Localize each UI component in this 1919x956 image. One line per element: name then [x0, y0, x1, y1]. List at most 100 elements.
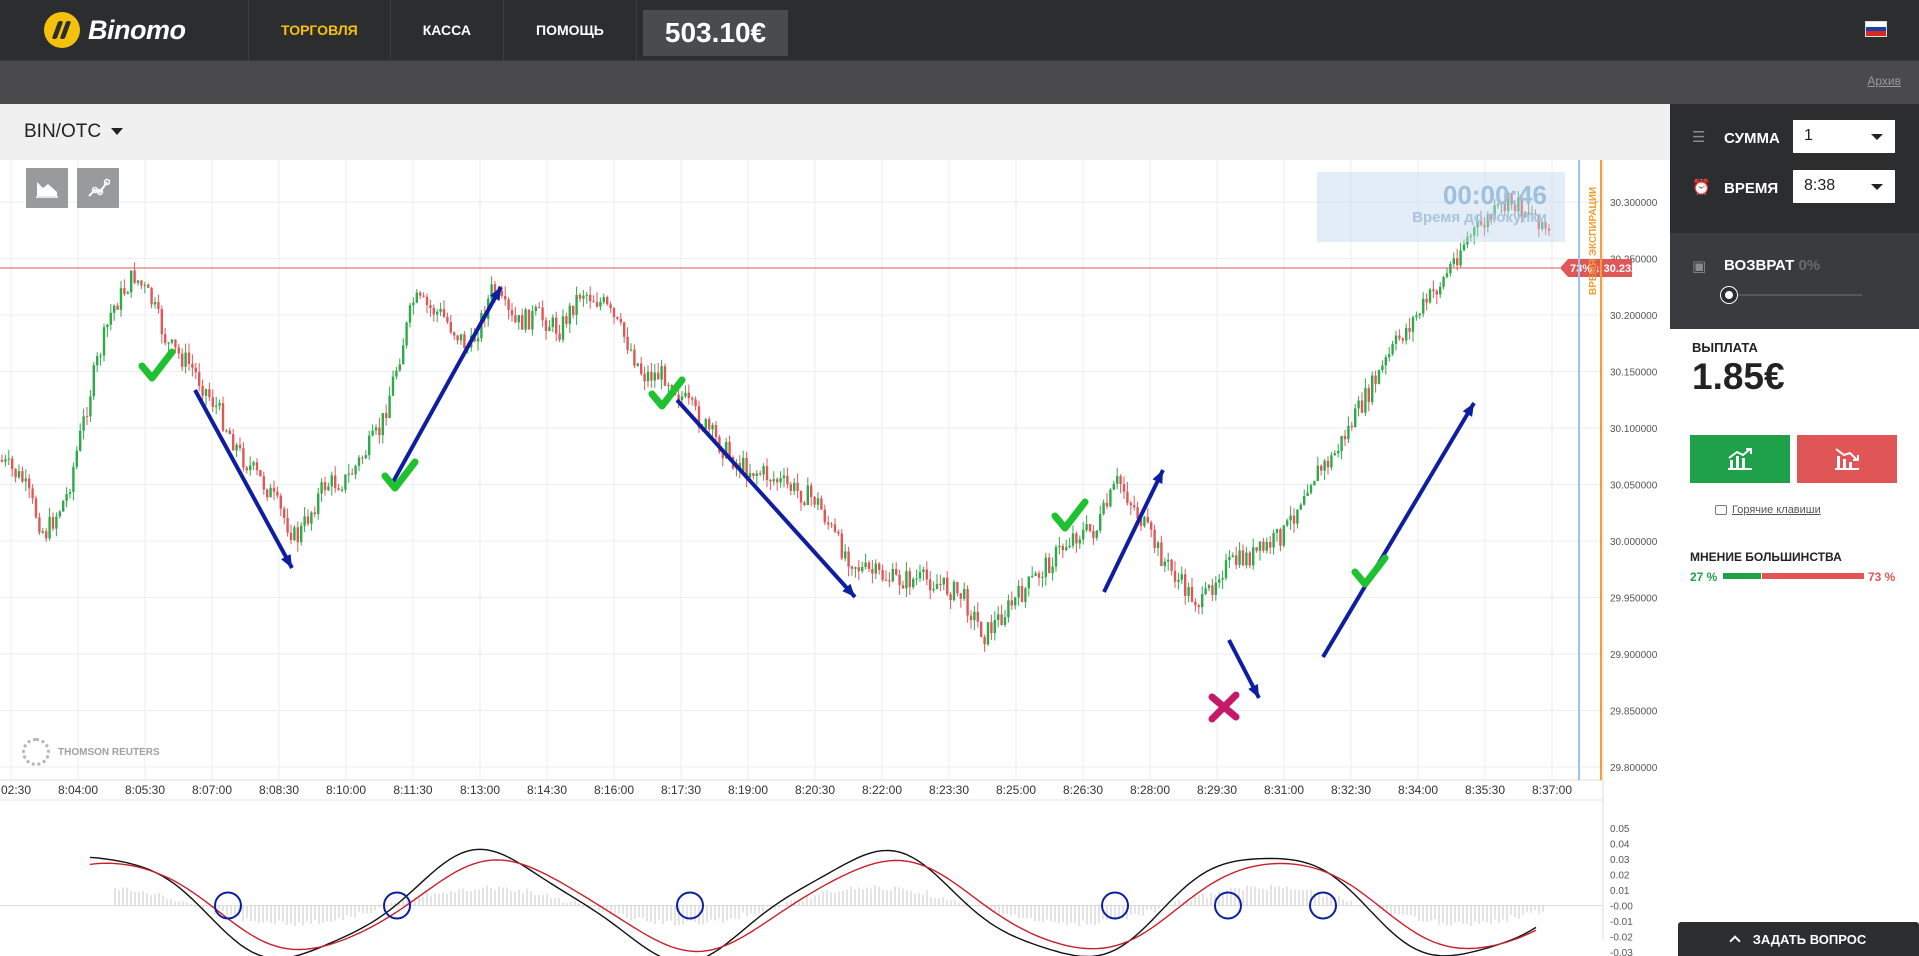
indicators-icon[interactable] — [77, 168, 119, 208]
russia-flag-icon[interactable] — [1865, 21, 1887, 37]
candle-body — [578, 294, 582, 299]
candle-body — [813, 496, 816, 505]
archive-link[interactable]: Архив — [1867, 74, 1901, 88]
candle-body — [1065, 547, 1068, 551]
logo[interactable]: Binomo — [44, 12, 186, 48]
candle-body — [364, 455, 367, 459]
candle-body — [425, 296, 429, 306]
pair-bar: BIN/OTC — [0, 104, 1670, 160]
candle-body — [820, 498, 823, 510]
candle-body — [1483, 224, 1486, 228]
candle-body — [1286, 520, 1289, 526]
candle-body — [1224, 560, 1228, 579]
candle-body — [398, 364, 401, 371]
candle-body — [415, 292, 418, 303]
candle-body — [1398, 335, 1401, 339]
candle-body — [269, 487, 272, 498]
call-up-button[interactable] — [1690, 435, 1790, 483]
candle-body — [1231, 555, 1234, 557]
candle-body — [1129, 503, 1132, 506]
success-check-icon — [1351, 554, 1389, 588]
x-tick-label: 8:10:00 — [326, 783, 366, 797]
candle-body — [1102, 502, 1105, 515]
candle-body — [1466, 236, 1469, 245]
x-tick-label: 8:13:00 — [460, 783, 500, 797]
x-tick-label: 8:23:30 — [929, 783, 969, 797]
ask-question-button[interactable]: ЗАДАТЬ ВОПРОС — [1678, 922, 1919, 956]
osc-tick-label: 0.02 — [1610, 871, 1630, 882]
candle-body — [493, 284, 497, 297]
candle-body — [1082, 529, 1085, 540]
price-chart[interactable]: 30.300000 30.250000 30.200000 30.150000 30.1… — [0, 160, 1670, 956]
candle-body — [806, 485, 809, 506]
candle-body — [17, 471, 21, 478]
candle-body — [1228, 556, 1231, 561]
candle-body — [1252, 547, 1255, 566]
balance[interactable]: 503.10€ — [642, 10, 789, 56]
candle-body — [871, 568, 874, 574]
candle-body — [1075, 533, 1078, 544]
candle-body — [340, 489, 344, 491]
osc-tick-label: -0.01 — [1610, 917, 1633, 928]
nav-trading[interactable]: ТОРГОВЛЯ — [248, 0, 390, 60]
candle-body — [1197, 605, 1200, 608]
trade-settings: ☰ СУММА 1 ⏰ ВРЕМЯ 8:38 — [1670, 104, 1919, 233]
candle-body — [1422, 298, 1425, 314]
candle-body — [1326, 460, 1330, 468]
time-label: ВРЕМЯ — [1724, 180, 1779, 197]
candle-body — [255, 462, 259, 471]
candle-body — [1180, 574, 1183, 580]
crossover-marker-icon — [383, 891, 411, 920]
safe-icon: ▣ — [1692, 258, 1707, 275]
nav-cashier[interactable]: КАССА — [389, 0, 503, 60]
candle-body — [347, 473, 350, 475]
success-check-icon — [1051, 498, 1089, 532]
pair-selector[interactable]: BIN/OTC — [24, 121, 124, 143]
hotkeys-link[interactable]: Горячие клавиши — [1732, 504, 1821, 516]
candle-body — [1279, 529, 1282, 546]
trend-arrow — [1227, 639, 1261, 699]
area-chart-icon[interactable] — [26, 168, 68, 208]
trend-arrow — [391, 286, 503, 483]
osc-tick-label: 0.03 — [1610, 855, 1630, 866]
candle-body — [708, 419, 711, 430]
candle-body — [680, 396, 684, 401]
time-select[interactable]: 8:38 — [1793, 170, 1895, 203]
candle-body — [62, 500, 65, 512]
nav-help[interactable]: ПОМОЩЬ — [503, 0, 636, 60]
chevron-down-icon — [111, 128, 124, 136]
candle-body — [453, 332, 456, 336]
candle-body — [929, 579, 932, 591]
candle-body — [745, 457, 748, 478]
candle-body — [782, 475, 786, 479]
candle-body — [385, 413, 388, 419]
candle-body — [272, 487, 276, 492]
candle-body — [1044, 557, 1047, 577]
candle-body — [1031, 575, 1034, 577]
candle-body — [1340, 435, 1343, 451]
candle-body — [973, 611, 976, 621]
candle-body — [667, 385, 670, 387]
candle-body — [541, 307, 544, 321]
amount-select[interactable]: 1 — [1793, 120, 1895, 153]
thomson-reuters-logo: THOMSON REUTERS — [22, 738, 160, 766]
chart-area: BIN/OTC 30.300000 30.250000 30.200000 30.15… — [0, 104, 1670, 956]
refund-slider-handle[interactable] — [1721, 287, 1737, 303]
candle-body — [867, 562, 871, 569]
amount-label: СУММА — [1724, 130, 1780, 147]
candle-body — [810, 485, 813, 497]
put-down-button[interactable] — [1797, 435, 1897, 483]
candle-body — [1333, 453, 1336, 456]
candle-body — [432, 307, 435, 315]
ask-question-label: ЗАДАТЬ ВОПРОС — [1752, 931, 1867, 947]
candle-body — [1088, 524, 1092, 531]
y-tick-label: 30.050000 — [1610, 481, 1658, 492]
refund-slider-track[interactable] — [1728, 294, 1862, 296]
candle-body — [1258, 541, 1262, 551]
candle-body — [1204, 588, 1207, 595]
candle-body — [208, 389, 211, 398]
candle-body — [1537, 214, 1540, 230]
x-tick-label: 8:14:30 — [527, 783, 567, 797]
candle-body — [531, 311, 534, 330]
candle-body — [561, 316, 565, 340]
